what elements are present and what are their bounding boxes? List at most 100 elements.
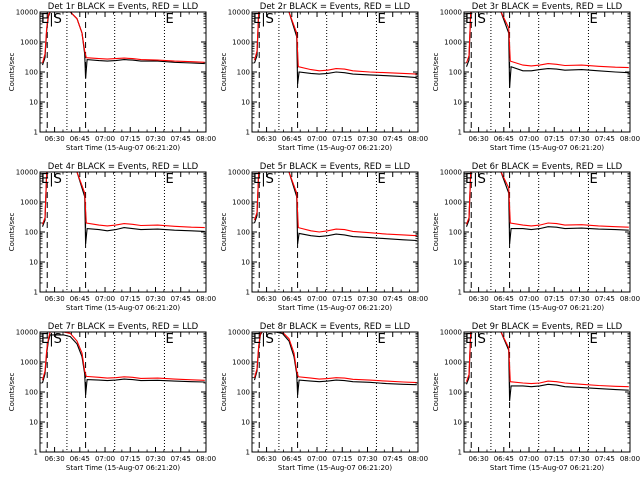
x-tick-label: 06:45 (494, 295, 514, 303)
interval-start-marker: E|S (465, 332, 486, 347)
x-tick-label: 06:45 (494, 455, 514, 463)
x-axis-label: Start Time (15-Aug-07 06:21:20) (490, 304, 604, 312)
series-group (41, 172, 205, 244)
interval-end-marker: E (165, 172, 173, 187)
events-series-line (253, 332, 417, 395)
interval-start-marker: E|S (253, 12, 274, 27)
y-tick-label: 10000 (16, 169, 38, 177)
lld-series-line (253, 12, 417, 75)
y-tick-label: 10 (29, 99, 38, 107)
x-tick-label: 07:00 (519, 295, 539, 303)
x-tick-label: 07:15 (332, 135, 352, 143)
x-tick-label: 06:30 (256, 295, 276, 303)
lld-series-line (41, 172, 205, 229)
x-tick-label: 07:00 (519, 455, 539, 463)
y-tick-label: 10000 (440, 9, 462, 17)
x-tick-label: 07:45 (383, 135, 403, 143)
x-axis-label: Start Time (15-Aug-07 06:21:20) (66, 464, 180, 472)
x-tick-label: 06:45 (70, 455, 90, 463)
x-tick-label: 08:00 (408, 455, 428, 463)
y-tick-label: 10000 (440, 169, 462, 177)
x-axis-label: Start Time (15-Aug-07 06:21:20) (66, 144, 180, 152)
series-group (465, 332, 629, 402)
y-axis-label: Counts/sec (8, 213, 16, 252)
y-tick-label: 1000 (444, 39, 462, 47)
chart-panel-3: Det 3r BLACK = Events, RED = LLD 1 10 100 10… (432, 2, 640, 152)
y-tick-label: 100 (449, 389, 462, 397)
x-tick-label: 07:00 (95, 295, 115, 303)
series-group (465, 172, 629, 244)
series-group (41, 332, 205, 395)
y-tick-label: 10000 (228, 169, 250, 177)
x-tick-label: 07:00 (95, 455, 115, 463)
interval-end-marker: E (589, 12, 597, 27)
events-series-line (465, 12, 629, 88)
x-tick-label: 08:00 (620, 295, 640, 303)
plot-frame (251, 171, 419, 293)
x-tick-label: 06:30 (468, 455, 488, 463)
y-axis-label: Counts/sec (8, 373, 16, 412)
x-tick-label: 07:15 (544, 135, 564, 143)
x-tick-label: 06:45 (70, 295, 90, 303)
x-axis-label: Start Time (15-Aug-07 06:21:20) (66, 304, 180, 312)
events-series-line (465, 172, 629, 244)
interval-start-marker: E|S (41, 332, 62, 347)
plot-frame (39, 171, 207, 293)
chart-panel-8: Det 8r BLACK = Events, RED = LLD 1 10 100 10… (220, 322, 428, 472)
y-tick-label: 10000 (440, 329, 462, 337)
interval-end-marker: E (165, 12, 173, 27)
chart-title: Det 3r BLACK = Events, RED = LLD (472, 2, 623, 12)
x-tick-label: 07:45 (383, 295, 403, 303)
x-tick-label: 07:30 (569, 295, 589, 303)
y-tick-label: 10 (453, 259, 462, 267)
y-tick-label: 1000 (444, 359, 462, 367)
x-tick-label: 08:00 (620, 455, 640, 463)
plot-frame (251, 331, 419, 453)
x-tick-label: 06:30 (44, 455, 64, 463)
x-tick-label: 08:00 (408, 135, 428, 143)
y-tick-label: 100 (449, 229, 462, 237)
y-tick-label: 10 (241, 259, 250, 267)
x-axis-label: Start Time (15-Aug-07 06:21:20) (278, 144, 392, 152)
y-tick-label: 10 (29, 419, 38, 427)
chart-panel-6: Det 6r BLACK = Events, RED = LLD 1 10 100 10… (432, 162, 640, 312)
y-tick-label: 1000 (20, 199, 38, 207)
events-series-line (253, 12, 417, 84)
x-tick-label: 07:15 (544, 455, 564, 463)
x-axis-label: Start Time (15-Aug-07 06:21:20) (278, 304, 392, 312)
y-tick-label: 1000 (20, 359, 38, 367)
y-tick-label: 100 (237, 389, 250, 397)
chart-panel-9: Det 9r BLACK = Events, RED = LLD 1 10 100 10… (432, 322, 640, 472)
y-tick-label: 1000 (20, 39, 38, 47)
y-tick-label: 100 (25, 229, 38, 237)
y-tick-label: 10 (453, 99, 462, 107)
events-series-line (465, 332, 629, 402)
x-axis-label: Start Time (15-Aug-07 06:21:20) (490, 144, 604, 152)
y-axis-label: Counts/sec (8, 53, 16, 92)
y-tick-label: 10 (453, 419, 462, 427)
x-tick-label: 06:30 (44, 135, 64, 143)
x-tick-label: 07:00 (307, 455, 327, 463)
x-tick-label: 07:15 (332, 455, 352, 463)
events-series-line (41, 172, 205, 244)
y-tick-label: 1 (34, 449, 38, 457)
chart-title: Det 2r BLACK = Events, RED = LLD (260, 2, 411, 12)
x-tick-label: 06:45 (282, 455, 302, 463)
lld-series-line (465, 172, 629, 228)
interval-end-marker: E (589, 172, 597, 187)
y-axis-label: Counts/sec (432, 213, 440, 252)
plot-frame (39, 11, 207, 133)
y-tick-label: 100 (25, 389, 38, 397)
x-tick-label: 07:00 (519, 135, 539, 143)
lld-series-line (465, 332, 629, 388)
y-tick-label: 10 (29, 259, 38, 267)
x-tick-label: 07:45 (171, 135, 191, 143)
interval-start-marker: E|S (41, 172, 62, 187)
y-tick-label: 10000 (228, 329, 250, 337)
interval-start-marker: E|S (465, 172, 486, 187)
x-tick-label: 07:30 (357, 455, 377, 463)
chart-panel-4: Det 4r BLACK = Events, RED = LLD 1 10 100 10… (8, 162, 216, 312)
chart-title: Det 7r BLACK = Events, RED = LLD (48, 322, 199, 332)
y-axis-label: Counts/sec (432, 53, 440, 92)
x-tick-label: 08:00 (196, 455, 216, 463)
